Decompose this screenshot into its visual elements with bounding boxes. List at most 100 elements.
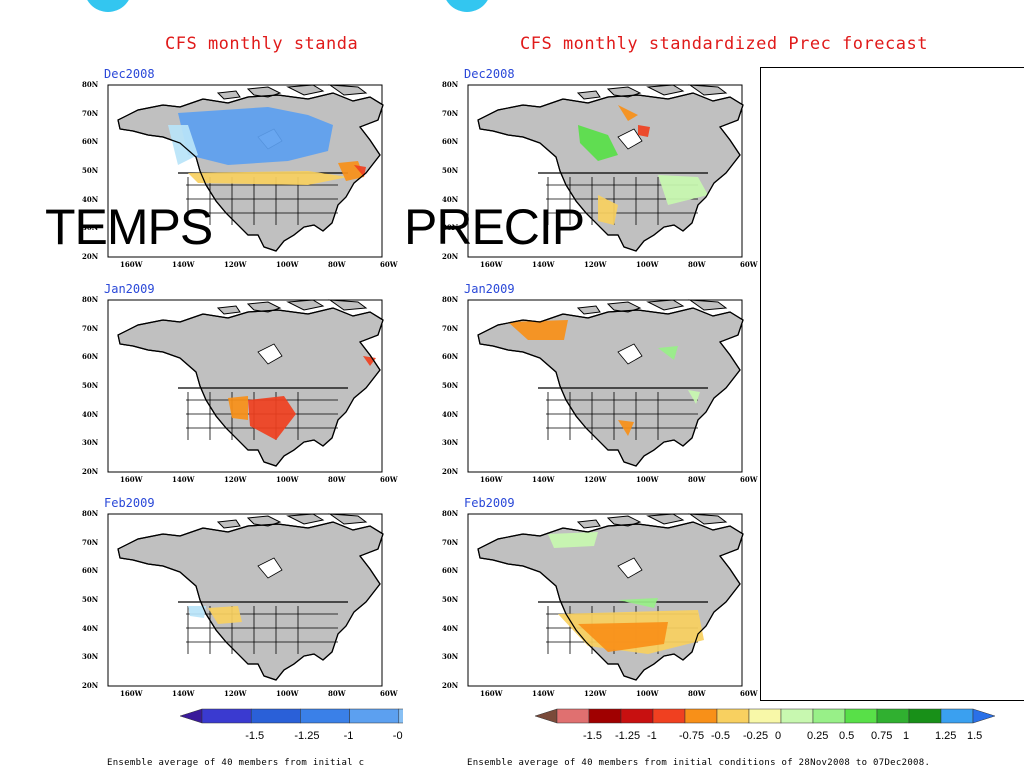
prec-map-panel-dec2008: Dec2008 80N 70N 60N 50N 40N 30N 20N 160W 140W 120W…	[438, 68, 758, 283]
colorbar-swatch	[812, 708, 846, 724]
lat-tick-label: 50N	[82, 166, 99, 175]
island	[646, 84, 685, 96]
anomaly-shading	[658, 346, 678, 360]
precip-label: PRECIP	[404, 199, 585, 255]
lat-tick-label: 20N	[442, 252, 459, 261]
lon-tick-label: 160W	[120, 689, 143, 698]
anomaly-shading	[658, 175, 708, 205]
month-label: Dec2008	[464, 68, 515, 81]
island	[688, 299, 728, 311]
lat-tick-label: 70N	[442, 108, 459, 118]
lat-tick-label: 30N	[82, 652, 99, 662]
colorbar-tick-label: 1.25	[935, 730, 956, 742]
lon-tick-label: 80W	[328, 260, 346, 269]
lon-tick-label: 120W	[224, 475, 247, 484]
lat-tick-label: 20N	[442, 681, 459, 690]
colorbar-swatch	[556, 708, 590, 724]
colorbar-tick-label: -0.25	[743, 730, 768, 742]
hudson-bay	[617, 128, 643, 150]
lon-tick-label: 120W	[584, 475, 607, 484]
lat-tick-label: 80N	[82, 295, 99, 304]
colorbar-swatch	[398, 708, 403, 724]
island	[646, 299, 685, 311]
lon-tick-label: 120W	[584, 689, 607, 698]
lon-tick-label: 140W	[532, 475, 555, 484]
map-svg	[467, 84, 744, 258]
lon-tick-label: 160W	[480, 475, 503, 484]
colorbar-swatch	[349, 708, 400, 724]
lon-tick-label: 100W	[276, 689, 299, 698]
anomaly-shading	[618, 105, 638, 121]
map-svg	[467, 513, 744, 687]
lat-tick-label: 70N	[442, 323, 459, 333]
lat-tick-label: 60N	[82, 137, 99, 147]
lat-tick-label: 30N	[442, 438, 459, 448]
colorbar-tick-label: -1.5	[245, 730, 264, 742]
colorbar-tick-label: -1.5	[583, 730, 602, 742]
island	[328, 84, 368, 96]
lat-tick-label: 30N	[82, 223, 99, 233]
island	[646, 513, 685, 525]
map-svg	[467, 299, 744, 473]
lon-tick-label: 60W	[380, 475, 398, 484]
anomaly-shading	[178, 107, 333, 165]
month-label: Jan2009	[104, 283, 155, 296]
lon-tick-label: 100W	[636, 475, 659, 484]
lat-tick-label: 40N	[82, 409, 99, 419]
hudson-bay	[617, 343, 643, 365]
lat-tick-label: 60N	[442, 352, 459, 362]
colorbar-arrow-left	[534, 708, 558, 724]
lon-tick-label: 160W	[120, 260, 143, 269]
temp-map-panel-feb2009: Feb2009 80N 70N 60N 50N 40N 30N 20N 160W 140W 120W…	[78, 497, 403, 712]
decorative-circle-left	[84, 0, 132, 12]
lat-tick-label: 50N	[442, 595, 459, 604]
lat-tick-label: 60N	[442, 137, 459, 147]
anomaly-shading	[618, 598, 658, 608]
colorbar-tick-label: -1.25	[615, 730, 640, 742]
colorbar-tick-label: -0.5	[711, 730, 730, 742]
colorbar-swatch	[620, 708, 654, 724]
colorbar-tick-label: -0.75	[393, 730, 403, 742]
blank-panel	[760, 67, 1024, 701]
lon-tick-label: 120W	[224, 260, 247, 269]
lon-tick-label: 160W	[480, 260, 503, 269]
anomaly-shading	[354, 165, 366, 177]
anomaly-shading	[188, 606, 206, 618]
month-label: Dec2008	[104, 68, 155, 81]
colorbar-tick-label: 0	[775, 730, 781, 742]
lat-tick-label: 40N	[82, 194, 99, 204]
lon-tick-label: 100W	[276, 475, 299, 484]
colorbar-tick-label: 1.5	[967, 730, 982, 742]
lat-tick-label: 80N	[442, 80, 459, 89]
island	[216, 519, 241, 529]
lon-tick-label: 100W	[636, 689, 659, 698]
lat-tick-label: 60N	[82, 352, 99, 362]
island	[216, 90, 241, 100]
colorbar-swatch	[844, 708, 878, 724]
island	[576, 519, 601, 529]
colorbar-tick-label: 0.5	[839, 730, 854, 742]
lat-tick-label: 80N	[442, 509, 459, 518]
hudson-bay	[257, 557, 283, 579]
lat-tick-label: 80N	[82, 509, 99, 518]
month-label: Feb2009	[464, 497, 515, 510]
decorative-circle-right	[443, 0, 491, 12]
colorbar-swatch	[780, 708, 814, 724]
lon-tick-label: 80W	[688, 260, 706, 269]
lat-tick-label: 70N	[82, 537, 99, 547]
colorbar-tick-label: -1.25	[294, 730, 319, 742]
temp-colorbar: -1.5-1.25-1-0.75-0.5-0.25	[179, 708, 403, 742]
lat-tick-label: 30N	[442, 652, 459, 662]
prec-colorbar: -1.5 -1.25 -1 -0.75 -0.5 -0.25 0 0.25 0.5 0.75 1 1.…	[534, 708, 996, 742]
island	[576, 305, 601, 315]
lon-tick-label: 80W	[688, 475, 706, 484]
temp-chart-title: CFS monthly standa	[165, 34, 359, 54]
lat-tick-label: 20N	[82, 467, 99, 476]
temp-footer-note: Ensemble average of 40 members from init…	[107, 758, 365, 768]
lat-tick-label: 80N	[82, 80, 99, 89]
prec-chart-title: CFS monthly standardized Prec forecast	[520, 34, 928, 54]
colorbar-swatch	[940, 708, 974, 724]
lon-tick-label: 160W	[480, 689, 503, 698]
colorbar-arrow-left	[179, 708, 203, 724]
lon-tick-label: 60W	[740, 475, 758, 484]
